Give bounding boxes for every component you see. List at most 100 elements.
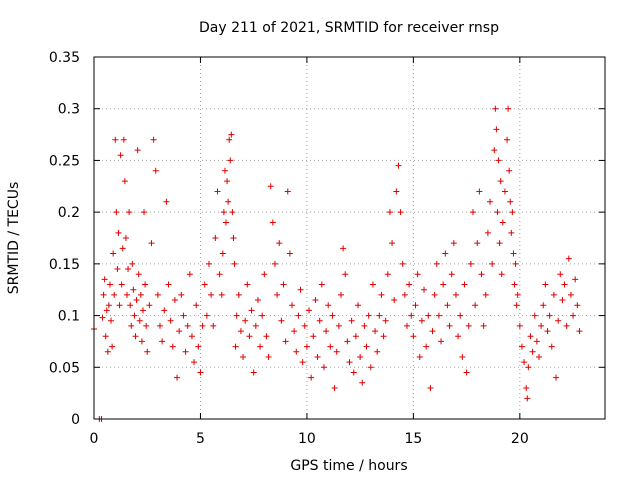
data-point [507,198,514,205]
data-point [218,291,225,298]
data-point [535,353,542,360]
y-tick-label: 0.25 [49,153,80,169]
data-point [131,312,138,319]
data-point [469,209,476,216]
data-point [421,286,428,293]
data-point [117,152,124,159]
data-point [538,322,545,329]
data-point [201,281,208,288]
data-point [130,286,137,293]
data-point [493,126,500,133]
data-point [108,317,115,324]
y-tick-label: 0.15 [49,257,80,273]
data-point [314,353,321,360]
data-point [494,209,501,216]
data-point [480,322,487,329]
data-point [455,333,462,340]
data-point [139,307,146,314]
data-point [550,291,557,298]
data-point [106,281,113,288]
data-point [574,302,581,309]
data-point [109,343,116,350]
data-points [91,105,583,422]
data-point [382,317,389,324]
data-point [225,198,232,205]
data-point [521,359,528,366]
x-tick-label: 10 [298,431,316,447]
data-point [228,131,235,138]
data-point [129,260,136,267]
data-point [237,328,244,335]
data-point [461,281,468,288]
data-point [278,317,285,324]
data-point [178,291,185,298]
data-point [438,338,445,345]
y-tick-label: 0 [71,412,80,428]
data-point [118,281,125,288]
data-point [230,235,237,241]
y-axis-label: SRMTID / TECUs [6,182,22,295]
data-point [346,359,353,366]
data-point [397,209,404,216]
data-point [323,328,330,335]
data-point [418,317,425,324]
grid-lines [94,57,605,419]
data-point [143,322,150,329]
data-point [433,260,440,267]
data-point [152,167,159,174]
data-point [384,271,391,278]
data-point [533,338,540,345]
data-point [312,297,319,304]
data-point [363,343,370,350]
data-point [111,291,118,298]
data-point [570,312,577,319]
data-point [250,369,257,376]
data-point [487,198,494,205]
data-point [240,353,247,360]
data-point [372,328,379,335]
data-point [414,271,421,278]
data-point [335,322,342,329]
data-point [329,312,336,319]
data-point [365,312,372,319]
data-point [223,219,230,226]
data-point [252,322,259,329]
data-point [110,250,117,257]
data-point [505,105,512,112]
data-point [203,312,210,319]
data-point [104,348,111,355]
data-point [429,328,436,335]
data-point [474,240,481,247]
x-axis-label: GPS time / hours [290,458,407,474]
data-point [567,291,574,298]
x-tick-label: 0 [90,431,99,447]
data-point [191,359,198,366]
data-point [489,260,496,267]
data-point [291,328,298,335]
data-point [376,312,383,319]
data-point [138,338,145,345]
data-point [261,271,268,278]
data-point [267,183,274,190]
data-point [227,157,234,164]
data-point [527,333,534,340]
data-point [435,312,442,319]
data-point [316,317,323,324]
data-point [271,260,278,267]
data-point [159,338,166,345]
data-point [499,219,506,226]
data-point [386,209,393,216]
y-tick-label: 0.3 [58,102,80,118]
data-point [529,348,536,355]
data-point [301,322,308,329]
data-point [337,291,344,298]
data-point [103,307,110,314]
data-point [242,317,249,324]
y-tick-label: 0.1 [58,309,80,325]
data-point [508,229,515,236]
data-point [235,291,242,298]
data-point [216,271,223,278]
data-point [498,271,505,278]
data-point [188,333,195,340]
